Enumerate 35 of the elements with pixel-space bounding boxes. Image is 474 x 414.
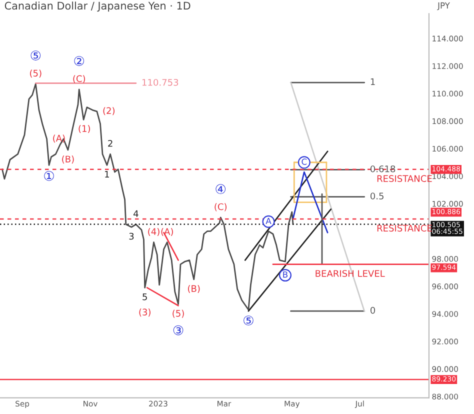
annotation: 110.753 xyxy=(142,78,178,86)
y-axis-title: JPY xyxy=(437,2,450,10)
annotation: 2 xyxy=(108,140,112,147)
annotation: 1 xyxy=(370,78,375,86)
annotation: (B) xyxy=(188,284,200,294)
chart-title: Canadian Dollar / Japanese Yen · 1D xyxy=(4,2,190,12)
annotation: 0.5 xyxy=(370,192,384,200)
annotation: 0.618 xyxy=(370,165,396,172)
annotation: (B) xyxy=(62,156,74,164)
annotation: 1 xyxy=(105,170,109,178)
annotation: ③ xyxy=(173,325,184,336)
annotation: ① xyxy=(44,170,54,181)
annotation: (C) xyxy=(214,203,227,212)
annotation: ④ xyxy=(216,184,226,194)
annotation: ⑤ xyxy=(244,316,254,326)
annotation: ⑤ xyxy=(30,50,41,60)
annotation: (3) xyxy=(139,308,150,317)
annotation: C xyxy=(302,158,307,165)
annotation: 3 xyxy=(129,232,134,240)
annotation: RESISTANCE xyxy=(377,175,432,182)
annotation: (2) xyxy=(103,107,115,116)
annotation: A xyxy=(266,218,272,224)
annotation: (4) xyxy=(148,228,160,236)
annotation: 4 xyxy=(134,210,138,217)
annotation: BEARISH LEVEL xyxy=(316,270,385,277)
annotation: (5) xyxy=(30,70,42,78)
annotation: (C) xyxy=(73,75,86,84)
annotation: ② xyxy=(74,56,84,66)
annotation: 0 xyxy=(370,306,376,314)
annotation: (A) xyxy=(53,134,65,143)
annotation: (5) xyxy=(172,310,184,318)
annotation: (1) xyxy=(78,124,90,134)
annotation: (A) xyxy=(161,228,173,236)
annotation: B xyxy=(283,272,288,278)
annotation: 5 xyxy=(142,294,147,300)
